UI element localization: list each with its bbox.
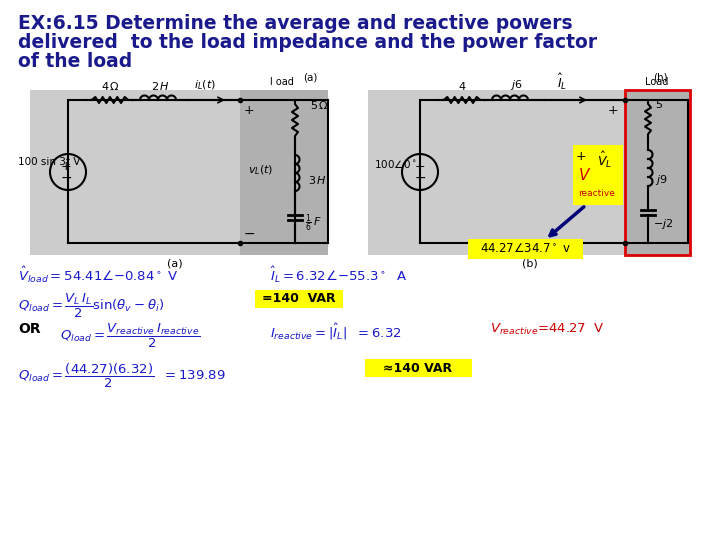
Text: $Q_{load} = \dfrac{V_L\,I_L}{2}\sin(\theta_v - \theta_i)$: $Q_{load} = \dfrac{V_L\,I_L}{2}\sin(\the… [18,292,164,320]
Text: $i_L(t)$: $i_L(t)$ [194,78,216,92]
Bar [468,239,583,259]
Text: delivered  to the load impedance and the power factor: delivered to the load impedance and the … [18,33,597,52]
Text: Load: Load [645,77,669,87]
Text: $j6$: $j6$ [510,78,522,92]
Text: OR: OR [18,322,40,336]
Bar [368,90,690,255]
Text: ≈140 VAR: ≈140 VAR [384,361,453,375]
Text: $V$: $V$ [578,167,591,183]
Text: $\hat{V}_{load} = 54.41\angle{-0.84^\circ}$ V: $\hat{V}_{load} = 54.41\angle{-0.84^\cir… [18,265,179,285]
Text: $100\angle 0^\circ$: $100\angle 0^\circ$ [374,158,417,170]
Text: +: + [60,160,71,173]
Text: −: − [414,171,426,185]
Text: $Q_{load} = \dfrac{V_{reactive}\,I_{reactive}}{2}$: $Q_{load} = \dfrac{V_{reactive}\,I_{reac… [60,322,200,350]
Text: of the load: of the load [18,52,132,71]
Bar [573,145,623,205]
Text: reactive: reactive [578,188,615,198]
Text: (a): (a) [303,72,318,82]
Text: $I_{reactive} = |\hat{I}_L|$  $= 6.32$: $I_{reactive} = |\hat{I}_L|$ $= 6.32$ [270,322,402,342]
Text: (a): (a) [167,258,183,268]
Text: +: + [415,160,426,173]
Text: $2\,H$: $2\,H$ [150,80,169,92]
Bar [30,90,328,255]
Text: 100 sin 3t V: 100 sin 3t V [18,157,81,167]
Bar [365,359,472,377]
Bar [240,90,328,255]
Text: $\hat{I}_L$: $\hat{I}_L$ [557,72,567,92]
Text: +: + [576,150,587,163]
Text: −: − [244,227,256,241]
Text: +: + [244,104,255,117]
Text: $44.27\angle 34.7^\circ$ v: $44.27\angle 34.7^\circ$ v [480,242,570,255]
Text: $-j2$: $-j2$ [653,217,673,231]
Text: $\frac{1}{6}\,F$: $\frac{1}{6}\,F$ [305,212,322,234]
Text: $\hat{V}_L$: $\hat{V}_L$ [597,150,612,170]
Text: $\hat{I}_L = 6.32\angle{-55.3^\circ}$  A: $\hat{I}_L = 6.32\angle{-55.3^\circ}$ A [270,265,407,285]
Text: $v_L(t)$: $v_L(t)$ [248,163,274,177]
Bar [625,90,690,255]
Text: $j9$: $j9$ [655,173,667,187]
Text: EX:6.15 Determine the average and reactive powers: EX:6.15 Determine the average and reacti… [18,14,572,33]
Text: 5: 5 [655,100,662,110]
Text: $V_{reactive}$=44.27  V: $V_{reactive}$=44.27 V [490,322,605,337]
Text: (b): (b) [522,258,538,268]
Text: (h): (h) [653,72,667,82]
Text: $Q_{load} = \dfrac{(44.27)(6.32)}{2}$  $= 139.89$: $Q_{load} = \dfrac{(44.27)(6.32)}{2}$ $=… [18,362,225,390]
Text: −: − [60,171,72,185]
Text: +: + [608,104,618,117]
Text: =140  VAR: =140 VAR [262,293,336,306]
Text: $5\,\Omega$: $5\,\Omega$ [310,99,329,111]
Text: $3\,H$: $3\,H$ [308,174,327,186]
Text: l oad: l oad [270,77,294,87]
Text: $4\,\Omega$: $4\,\Omega$ [101,80,120,92]
Text: 4: 4 [459,82,466,92]
Bar [255,290,343,308]
